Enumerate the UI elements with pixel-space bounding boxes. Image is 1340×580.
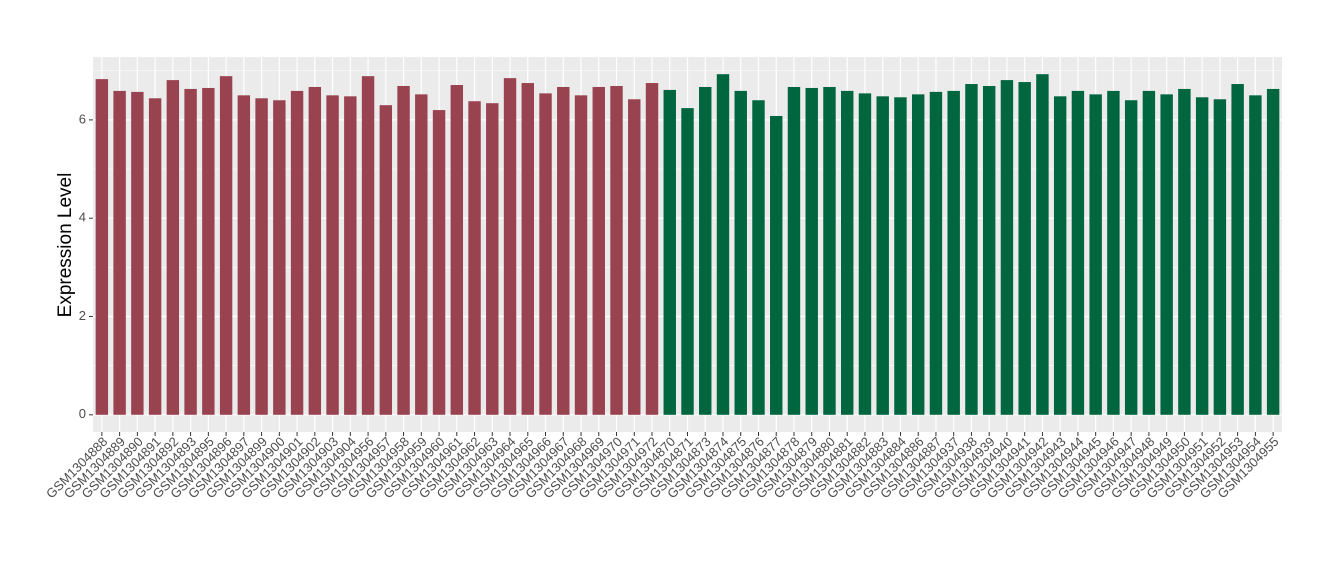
bar [131, 91, 144, 415]
bar [663, 89, 676, 415]
bar [184, 88, 197, 415]
y-tick-label: 0 [79, 406, 86, 421]
bar [1160, 94, 1173, 415]
bar [521, 83, 534, 415]
bar [681, 108, 694, 415]
bar [911, 94, 925, 415]
bar [787, 86, 801, 415]
bar [113, 90, 126, 415]
bar [1178, 88, 1191, 415]
y-tick-label: 4 [79, 210, 86, 225]
bar [1000, 80, 1014, 415]
bar [805, 87, 818, 415]
bar [468, 101, 481, 415]
bar [273, 100, 286, 415]
bar [1071, 90, 1085, 415]
bar [1142, 90, 1156, 415]
bar [450, 85, 464, 415]
bar [610, 85, 623, 415]
bar [237, 95, 251, 415]
bar [894, 97, 907, 415]
bar [1195, 97, 1209, 415]
bar [95, 79, 109, 415]
bar [947, 90, 960, 415]
bar [841, 90, 854, 415]
bar [415, 94, 428, 415]
bar [858, 93, 872, 415]
bar [326, 95, 339, 415]
bar [202, 87, 215, 415]
bar [290, 90, 304, 415]
bar [876, 96, 889, 415]
bar [628, 99, 641, 415]
y-tick-label: 2 [79, 308, 86, 323]
bar [219, 76, 233, 415]
bar [965, 84, 978, 415]
bar [255, 98, 268, 415]
bar [1018, 82, 1031, 415]
bar [1124, 100, 1138, 415]
bar [1089, 94, 1102, 415]
bar [929, 91, 943, 415]
bar [823, 86, 836, 415]
bar [716, 74, 730, 415]
bar [397, 85, 410, 415]
bar [752, 100, 765, 415]
bar [1266, 88, 1280, 415]
bar [770, 115, 783, 415]
bar [486, 103, 499, 415]
bar [982, 85, 996, 415]
bar [645, 83, 659, 415]
bar [432, 110, 446, 415]
bar [557, 86, 570, 415]
bar [539, 93, 552, 415]
bar [148, 98, 162, 415]
bar [503, 78, 517, 415]
bar [734, 90, 747, 415]
bar [379, 105, 393, 415]
bar [344, 96, 357, 415]
bar [1231, 84, 1244, 415]
y-tick-label: 6 [79, 111, 86, 126]
y-axis-title: Expression Level [55, 173, 76, 318]
bar [361, 76, 375, 415]
bar [1107, 90, 1120, 415]
bar [1036, 74, 1049, 415]
bar [308, 86, 322, 415]
bar [699, 86, 712, 415]
bar [1053, 96, 1067, 415]
bar [1213, 99, 1227, 415]
bar [166, 80, 180, 415]
bar [1249, 95, 1262, 415]
bar [592, 86, 605, 415]
bar [574, 95, 588, 415]
